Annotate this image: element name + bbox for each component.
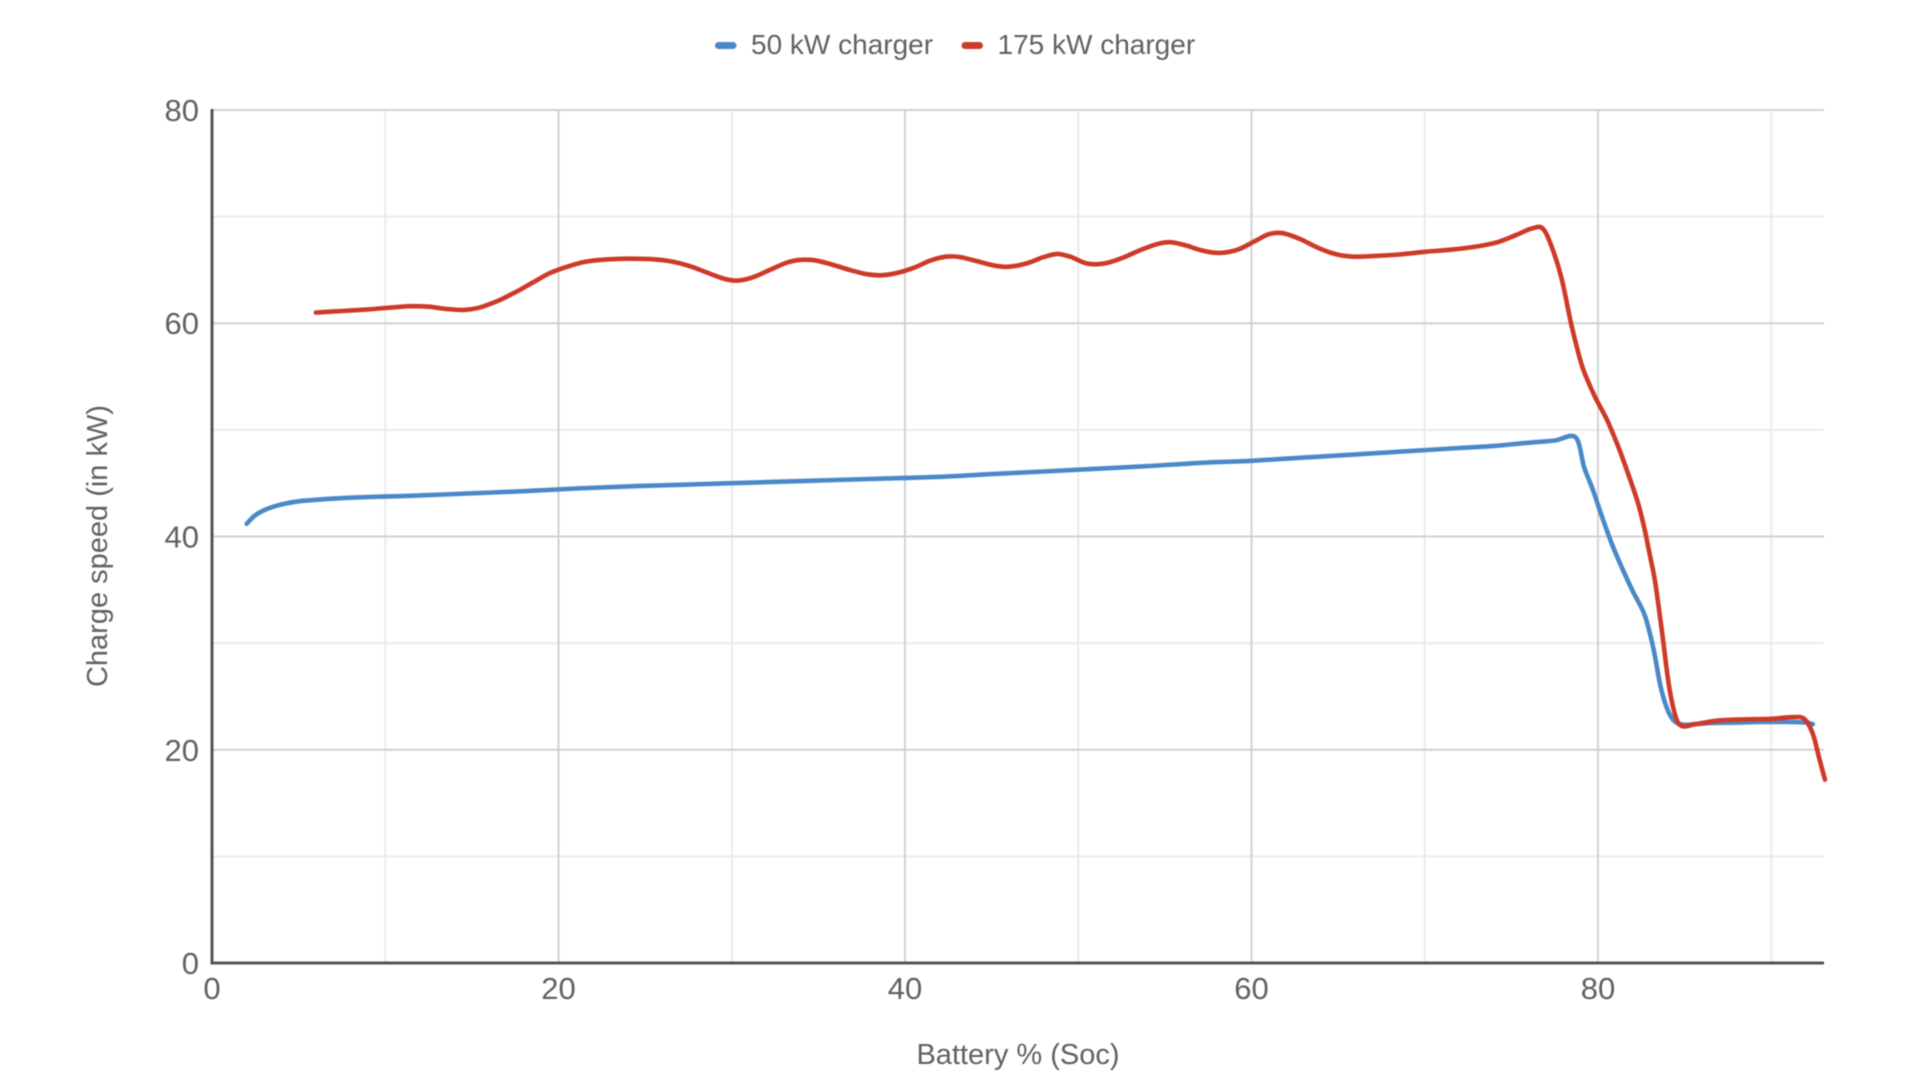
svg-text:80: 80 [1581, 971, 1615, 1006]
svg-text:80: 80 [165, 93, 199, 128]
svg-text:40: 40 [888, 971, 922, 1006]
svg-text:0: 0 [182, 946, 199, 981]
svg-text:0: 0 [203, 971, 220, 1006]
svg-text:20: 20 [541, 971, 575, 1006]
svg-text:175 kW charger: 175 kW charger [998, 29, 1196, 60]
svg-text:20: 20 [165, 733, 199, 768]
svg-text:Battery % (Soc): Battery % (Soc) [916, 1039, 1119, 1071]
svg-text:Charge speed (in kW): Charge speed (in kW) [82, 405, 114, 687]
svg-text:60: 60 [165, 306, 199, 341]
svg-text:50 kW charger: 50 kW charger [751, 29, 933, 60]
svg-text:60: 60 [1234, 971, 1268, 1006]
svg-text:40: 40 [165, 520, 199, 555]
